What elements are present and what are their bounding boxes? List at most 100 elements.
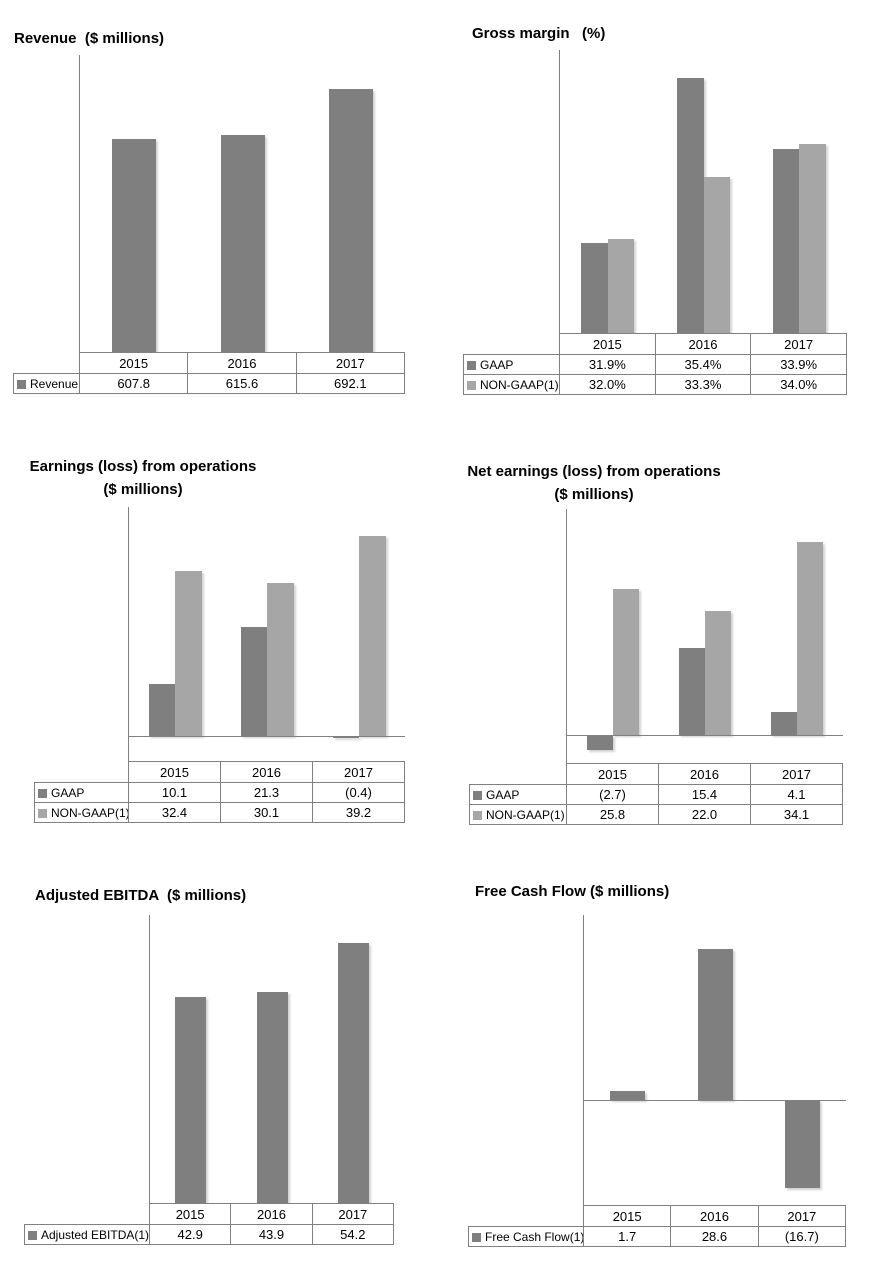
year-header-row: 2015 2016 2017: [464, 333, 847, 355]
legend-cell: NON-GAAP(1): [463, 374, 560, 395]
chart-title: Adjusted EBITDA ($ millions): [35, 884, 246, 907]
value-cell: 34.0%: [750, 374, 847, 395]
value-cell: 4.1: [750, 784, 843, 805]
legend-swatch: [38, 808, 47, 818]
year-header-cell: 2015: [566, 763, 659, 785]
data-table: 2015 2016 2017 GAAP 10.1 21.3 (0.4) NON-GAAP(1)…: [34, 761, 405, 823]
year-header-row: 2015 2016 2017: [14, 352, 405, 374]
bar-gaap-2016: [679, 647, 705, 735]
year-header-cell: 2015: [78, 352, 189, 374]
chart-free-cash-flow: Free Cash Flow ($ millions) 2015 2016 2017 F…: [468, 876, 847, 1267]
table-corner-spacer: [35, 762, 129, 783]
data-table: 2015 2016 2017 GAAP 31.9% 35.4% 33.9% NON-GAAP(…: [463, 333, 847, 395]
table-row: GAAP 10.1 21.3 (0.4): [34, 782, 405, 803]
bar-adjusted-ebitda-1--2015: [175, 997, 207, 1203]
chart-title-line: ($ millions): [103, 481, 183, 498]
table-corner-spacer: [25, 1204, 150, 1225]
year-header-cell: 2015: [582, 1205, 672, 1227]
legend-cell: NON-GAAP(1): [469, 804, 567, 825]
chart-title-line: Revenue ($ millions): [14, 30, 165, 47]
year-header-cell: 2017: [757, 1205, 846, 1227]
table-corner-spacer: [469, 1206, 584, 1227]
year-header-cell: 2016: [230, 1203, 313, 1225]
bar-non-gaap-1--2015: [607, 238, 635, 333]
chart-net-earnings-from-operations: Net earnings (loss) from operations ($ mi…: [467, 452, 844, 833]
value-cell: 33.9%: [750, 354, 847, 375]
bar-non-gaap-1--2017: [359, 536, 386, 736]
legend-swatch: [467, 380, 476, 390]
value-cell: 31.9%: [559, 354, 656, 375]
bar-free-cash-flow-1--2016: [697, 948, 733, 1100]
value-cell: 10.1: [128, 782, 221, 803]
value-cell: 25.8: [566, 804, 659, 825]
value-cell: 39.2: [312, 802, 405, 823]
year-header-cell: 2017: [311, 1203, 394, 1225]
legend-label: Free Cash Flow(1): [485, 1229, 584, 1244]
value-cell: 32.0%: [559, 374, 656, 395]
value-cell: 32.4: [128, 802, 221, 823]
value-cell: 15.4: [658, 784, 751, 805]
year-header-row: 2015 2016 2017: [469, 1205, 846, 1227]
value-cell: 21.3: [220, 782, 313, 803]
legend-label: GAAP: [51, 785, 85, 800]
bar-gaap-2017: [771, 711, 797, 735]
year-header-cell: 2017: [312, 761, 405, 783]
value-cell: 42.9: [148, 1224, 232, 1245]
chart-title: Revenue ($ millions): [14, 27, 164, 50]
year-header-cell: 2017: [750, 763, 843, 785]
value-cell: 692.1: [295, 373, 405, 394]
bar-revenue-2015: [112, 139, 157, 352]
legend-label: Adjusted EBITDA(1): [41, 1227, 150, 1242]
chart-adjusted-ebitda: Adjusted EBITDA ($ millions) 2015 2016 2017…: [24, 880, 395, 1267]
chart-title-line: Gross margin (%): [472, 25, 606, 42]
legend-swatch: [467, 360, 476, 370]
table-corner-spacer: [470, 764, 567, 785]
bar-gaap-2015: [587, 734, 613, 750]
value-cell: (2.7): [566, 784, 659, 805]
bar-revenue-2016: [220, 134, 265, 352]
chart-gross-margin: Gross margin (%) 2015 2016 2017 GAAP 31.9% 35.…: [463, 18, 848, 403]
data-table: 2015 2016 2017 GAAP (2.7) 15.4 4.1 NON-GAAP(1) 2…: [469, 763, 843, 825]
value-cell: 35.4%: [654, 354, 752, 375]
legend-swatch: [473, 790, 482, 800]
chart-title: Gross margin (%): [472, 22, 605, 45]
legend-swatch: [28, 1230, 37, 1240]
bar-non-gaap-1--2017: [799, 144, 826, 333]
table-corner-spacer: [14, 353, 80, 374]
chart-title: Earnings (loss) from operations ($ millio…: [30, 455, 257, 501]
value-cell: 22.0: [658, 804, 751, 825]
legend-cell: Revenue: [13, 373, 80, 394]
bar-gaap-2017: [772, 149, 800, 333]
year-header-cell: 2017: [295, 352, 405, 374]
bar-revenue-2017: [328, 89, 373, 352]
bar-gaap-2015: [581, 243, 608, 333]
bar-non-gaap-1--2016: [705, 610, 731, 735]
legend-label: NON-GAAP(1): [51, 805, 129, 820]
year-header-cell: 2016: [670, 1205, 759, 1227]
bar-gaap-2016: [240, 627, 267, 736]
legend-cell: GAAP: [463, 354, 560, 375]
chart-title-line: Adjusted EBITDA ($ millions): [35, 887, 247, 904]
legend-cell: Free Cash Flow(1): [468, 1226, 584, 1247]
legend-label: GAAP: [480, 357, 514, 372]
value-cell: (0.4): [312, 782, 405, 803]
plot-area: [559, 50, 847, 333]
data-table: 2015 2016 2017 Revenue 607.8 615.6 692.1: [13, 352, 405, 394]
value-cell: 34.1: [750, 804, 843, 825]
table-row: GAAP (2.7) 15.4 4.1: [469, 784, 843, 805]
table-row: Revenue 607.8 615.6 692.1: [13, 373, 405, 394]
year-header-cell: 2017: [750, 333, 847, 355]
bar-free-cash-flow-1--2017: [784, 1099, 820, 1188]
bar-non-gaap-1--2016: [267, 582, 294, 736]
chart-revenue: Revenue ($ millions) 2015 2016 2017 Revenue 6…: [13, 22, 406, 422]
year-header-cell: 2015: [128, 761, 221, 783]
legend-swatch: [473, 810, 482, 820]
table-row: NON-GAAP(1) 32.0% 33.3% 34.0%: [463, 374, 847, 395]
legend-label: GAAP: [486, 787, 520, 802]
legend-swatch: [17, 379, 26, 389]
table-row: NON-GAAP(1) 25.8 22.0 34.1: [469, 804, 843, 825]
bar-non-gaap-1--2016: [703, 177, 730, 333]
zero-axis-line: [567, 734, 843, 736]
chart-earnings-from-operations: Earnings (loss) from operations ($ millio…: [30, 452, 406, 831]
